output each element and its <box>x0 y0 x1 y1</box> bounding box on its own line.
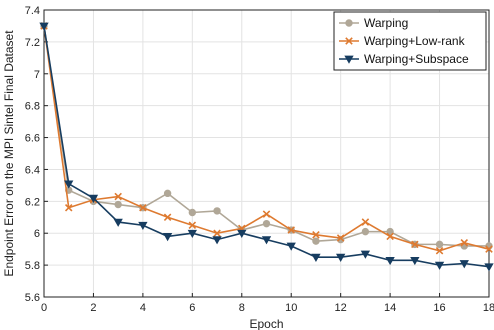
data-point <box>286 242 296 251</box>
data-point <box>312 237 320 245</box>
legend-label: Warping+Subspace <box>364 52 469 66</box>
legend-entry: Warping+Subspace <box>339 52 469 66</box>
data-point <box>261 236 272 245</box>
data-point <box>311 253 321 262</box>
data-point <box>188 208 197 217</box>
data-point <box>114 192 122 201</box>
data-point <box>213 207 221 215</box>
x-tick-label: 10 <box>285 302 297 314</box>
data-point <box>485 245 493 253</box>
series-layer <box>39 22 494 272</box>
data-point <box>435 240 444 249</box>
data-point <box>163 189 172 198</box>
ticks: 0 2 4 6 8 10 12 14 16 18 5.6 5.8 6 6.2 6.4 6.6 6.8 7 7.2 7.… <box>25 5 494 314</box>
x-tick-label: 0 <box>41 302 47 314</box>
x-tick-label: 18 <box>483 302 494 314</box>
data-point <box>139 203 147 212</box>
data-point <box>336 253 346 262</box>
data-point <box>188 221 197 230</box>
data-point <box>237 229 247 239</box>
y-tick-label: 5.8 <box>25 260 40 272</box>
data-point <box>212 236 222 245</box>
legend-entry: Warping <box>339 16 408 30</box>
data-point <box>39 22 49 31</box>
legend-marker <box>345 19 353 27</box>
data-point <box>163 213 172 222</box>
series-3 <box>39 22 494 272</box>
x-tick-label: 14 <box>384 302 396 314</box>
y-axis-label: Endpoint Error on the MPI Sintel Final D… <box>2 30 16 277</box>
y-tick-label: 7 <box>34 69 40 81</box>
data-point <box>287 226 295 234</box>
data-point <box>64 203 73 212</box>
y-tick-label: 6.4 <box>25 164 40 176</box>
data-point <box>138 221 148 231</box>
data-point <box>64 180 74 189</box>
data-point <box>361 218 370 226</box>
x-tick-label: 16 <box>433 302 445 314</box>
x-tick-label: 4 <box>140 302 146 314</box>
y-tick-label: 5.6 <box>25 292 40 304</box>
data-point <box>386 227 394 236</box>
data-point <box>361 227 370 236</box>
x-tick-label: 8 <box>239 302 245 314</box>
data-point <box>411 240 419 249</box>
legend-box <box>333 11 487 71</box>
data-point <box>187 229 197 239</box>
data-point <box>113 218 123 227</box>
data-point <box>162 233 173 242</box>
legend-marker <box>345 37 353 45</box>
legend-entry: Warping+Low-rank <box>339 34 466 48</box>
data-point <box>484 263 494 272</box>
data-point <box>435 246 444 255</box>
data-point <box>410 256 420 266</box>
legend-marker <box>344 55 354 64</box>
data-point <box>114 200 122 209</box>
y-tick-label: 6.2 <box>25 196 40 208</box>
data-point <box>434 261 445 270</box>
legend: Warping Warping+Low-rank Warping+Subspace <box>333 11 487 71</box>
y-tick-label: 6.6 <box>25 133 40 145</box>
x-tick-label: 6 <box>189 302 195 314</box>
y-tick-label: 6 <box>34 228 40 240</box>
legend-label: Warping <box>364 16 408 30</box>
x-tick-label: 2 <box>90 302 96 314</box>
data-point <box>88 194 99 203</box>
data-point <box>213 229 221 237</box>
data-point <box>459 260 469 269</box>
legend-label: Warping+Low-rank <box>364 34 466 48</box>
data-point <box>385 256 395 266</box>
x-tick-label: 12 <box>335 302 347 314</box>
y-tick-label: 7.2 <box>25 37 40 49</box>
data-point <box>336 234 345 242</box>
y-tick-label: 7.4 <box>25 5 40 17</box>
plot-frame <box>43 9 490 298</box>
data-point <box>262 210 271 218</box>
data-point <box>360 250 371 259</box>
x-axis-label: Epoch <box>249 317 283 330</box>
data-point <box>460 239 469 247</box>
data-point <box>262 219 271 228</box>
data-point <box>386 232 394 241</box>
data-point <box>312 231 320 239</box>
y-tick-label: 6.8 <box>25 101 40 113</box>
